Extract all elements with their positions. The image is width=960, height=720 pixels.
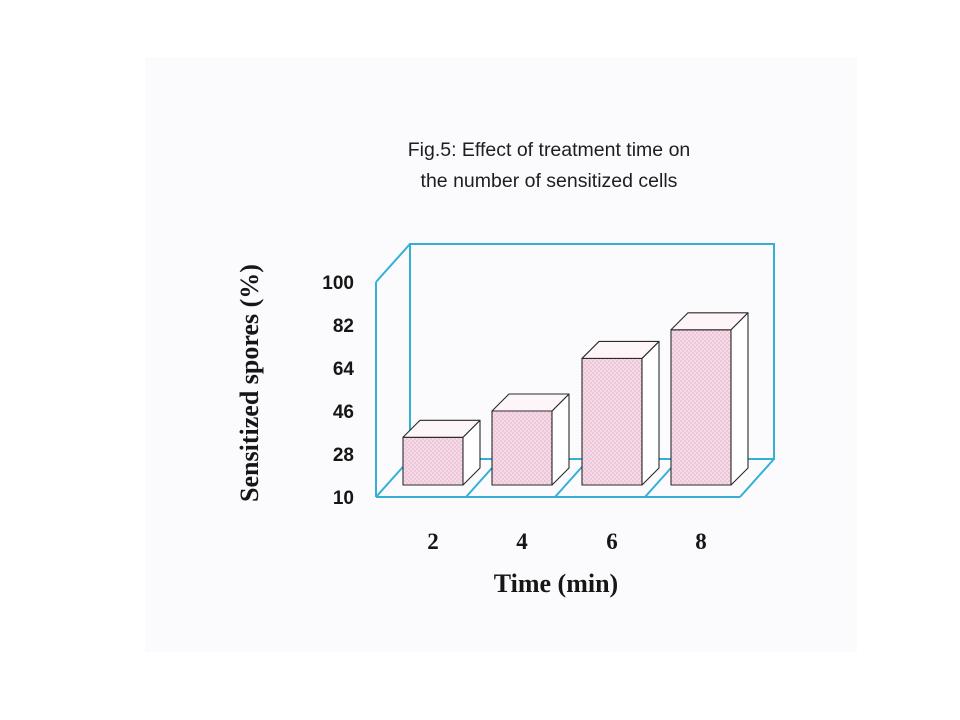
x-tick-label: 6 [606, 529, 618, 554]
x-tick-label: 8 [695, 529, 707, 554]
bar-top-face [491, 393, 570, 412]
y-axis-title: Sensitized spores (%) [235, 264, 264, 502]
y-tick-labels: 100 82 64 46 28 10 [322, 273, 354, 509]
x-tick-labels: 2 4 6 8 [427, 529, 707, 554]
bar-top-face [402, 419, 481, 438]
y-tick-label: 46 [333, 402, 354, 423]
bar-side-face [730, 312, 749, 486]
x-axis-title: Time (min) [494, 569, 618, 598]
y-tick-label: 10 [333, 488, 354, 509]
bar-4 [491, 393, 570, 486]
y-tick-label: 82 [333, 316, 354, 337]
chart-title-line-1: Fig.5: Effect of treatment time on [408, 139, 691, 161]
chart-title-line-2: the number of sensitized cells [421, 170, 678, 192]
frame-floor-right-edge [739, 458, 775, 498]
bar-side-face [641, 340, 660, 486]
bar-front-face [670, 329, 732, 486]
x-tick-label: 4 [516, 529, 528, 554]
y-tick-label: 28 [333, 445, 354, 466]
frame-top-left-edge [375, 243, 411, 283]
y-tick-label: 100 [322, 273, 354, 294]
bar-front-face [402, 436, 464, 486]
bar-6 [581, 340, 660, 486]
bar-front-face [581, 357, 643, 486]
bar-top-face [670, 312, 749, 331]
bar-8 [670, 312, 749, 486]
bar-top-face [581, 340, 660, 359]
chart-title: Fig.5: Effect of treatment time on the n… [408, 139, 691, 192]
bar-front-face [491, 410, 553, 486]
bars [402, 312, 749, 486]
x-tick-label: 2 [427, 529, 439, 554]
bar-2 [402, 419, 481, 486]
y-tick-label: 64 [333, 359, 355, 380]
